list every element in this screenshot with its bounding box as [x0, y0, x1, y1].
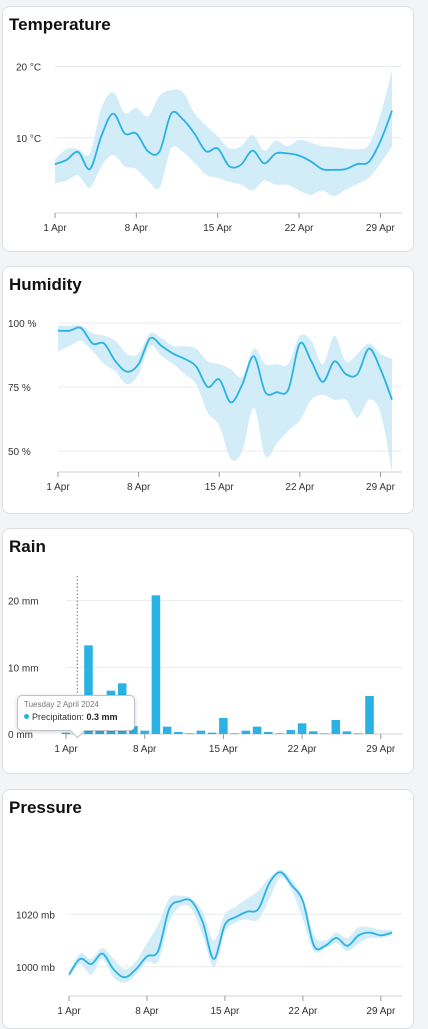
x-tick-label: 29 Apr — [366, 1006, 396, 1017]
x-tick-label: 29 Apr — [366, 744, 396, 755]
rain-bar — [140, 730, 149, 734]
x-tick-label: 8 Apr — [133, 744, 157, 755]
series-line — [54, 110, 393, 171]
x-tick-label: 8 Apr — [125, 223, 149, 234]
humidity-card: Humidity 100 % 75 % 50 % 1 Apr 8 Apr 15 Apr 22… — [2, 266, 414, 514]
x-tick-label: 29 Apr — [366, 482, 396, 493]
x-tick-label: 15 Apr — [205, 482, 235, 493]
rain-bar — [61, 732, 71, 734]
rain-bar — [286, 730, 296, 734]
y-tick-label: 1000 mb — [16, 963, 55, 974]
x-tick-label: 29 Apr — [366, 223, 396, 234]
y-tick-label: 10 mm — [8, 663, 39, 674]
x-tick-label: 1 Apr — [46, 482, 70, 493]
rain-bar — [342, 731, 352, 734]
tooltip-row: Precipitation: 0.3 mm — [24, 710, 128, 724]
y-tick-label: 75 % — [8, 383, 31, 394]
range-band — [69, 869, 392, 983]
y-tick-label: 100 % — [8, 319, 36, 330]
rain-bar — [320, 733, 329, 734]
rain-bar — [84, 645, 93, 734]
rain-bar — [95, 730, 104, 734]
series-line — [57, 326, 393, 404]
tooltip-label: Precipitation: — [32, 712, 85, 722]
series-line — [68, 871, 393, 979]
rain-bar — [241, 730, 251, 734]
x-tick-label: 15 Apr — [203, 223, 233, 234]
rain-bar — [365, 696, 374, 734]
rain-bar — [219, 718, 228, 734]
x-tick-label: 22 Apr — [288, 1006, 318, 1017]
y-tick-label: 10 °C — [16, 134, 41, 145]
y-tick-label: 0 mm — [8, 730, 33, 741]
x-tick-label: 15 Apr — [209, 744, 239, 755]
temperature-card: Temperature 20 °C 10 °C 1 Apr 8 Apr 15 Apr 22… — [2, 6, 414, 252]
rain-bar — [252, 726, 262, 734]
rain-bar — [207, 732, 217, 734]
rain-bar — [275, 733, 284, 734]
rain-card: Rain 20 mm 10 mm 0 mm 1 Apr 8 Apr 15 Apr 22 Ap… — [2, 528, 414, 774]
pressure-card: Pressure 1020 mb 1000 mb 1 Apr 8 Apr 15 Apr 2… — [2, 789, 414, 1029]
pressure-chart[interactable]: 1020 mb 1000 mb 1 Apr 8 Apr 15 Apr 22 Apr 29 A… — [3, 790, 414, 1029]
rain-bar — [174, 732, 183, 734]
x-tick-label: 22 Apr — [285, 482, 315, 493]
x-tick-label: 22 Apr — [288, 744, 318, 755]
rain-bar — [185, 733, 194, 734]
x-tick-label: 1 Apr — [57, 1006, 81, 1017]
rain-bar — [331, 720, 341, 734]
x-tick-label: 8 Apr — [135, 1006, 159, 1017]
x-tick-label: 22 Apr — [285, 223, 315, 234]
tooltip-value: 0.3 mm — [86, 712, 118, 722]
y-tick-label: 50 % — [8, 447, 31, 458]
rain-bar — [297, 723, 307, 734]
pressure-title: Pressure — [9, 798, 82, 817]
rain-bar — [162, 726, 172, 734]
rain-tooltip: Tuesday 2 April 2024 Precipitation: 0.3 … — [17, 695, 135, 739]
series-dot-icon — [24, 714, 29, 719]
y-tick-label: 20 °C — [16, 63, 41, 74]
rain-bar — [129, 726, 138, 734]
x-tick-label: 1 Apr — [54, 744, 78, 755]
humidity-chart[interactable]: 100 % 75 % 50 % 1 Apr 8 Apr 15 Apr 22 Apr 29 Ap… — [3, 267, 414, 514]
rain-bar — [230, 733, 239, 734]
temperature-title: Temperature — [9, 15, 111, 34]
rain-bar — [309, 731, 318, 734]
range-band — [55, 70, 392, 197]
temperature-chart[interactable]: 20 °C 10 °C 1 Apr 8 Apr 15 Apr 22 Apr 29 Apr — [3, 7, 414, 252]
rain-bar — [264, 732, 273, 734]
y-tick-label: 1020 mb — [16, 910, 55, 921]
rain-chart[interactable]: 20 mm 10 mm 0 mm 1 Apr 8 Apr 15 Apr 22 Apr 29 A… — [3, 529, 414, 774]
humidity-title: Humidity — [9, 275, 82, 294]
rain-bar — [196, 730, 206, 734]
range-band — [58, 325, 392, 472]
x-tick-label: 8 Apr — [127, 482, 151, 493]
rain-title: Rain — [9, 537, 46, 556]
y-tick-label: 20 mm — [8, 597, 39, 608]
rain-bar — [354, 733, 363, 734]
x-tick-label: 15 Apr — [210, 1006, 240, 1017]
rain-bar — [151, 595, 161, 734]
x-tick-label: 1 Apr — [43, 223, 67, 234]
tooltip-date: Tuesday 2 April 2024 — [24, 700, 99, 709]
